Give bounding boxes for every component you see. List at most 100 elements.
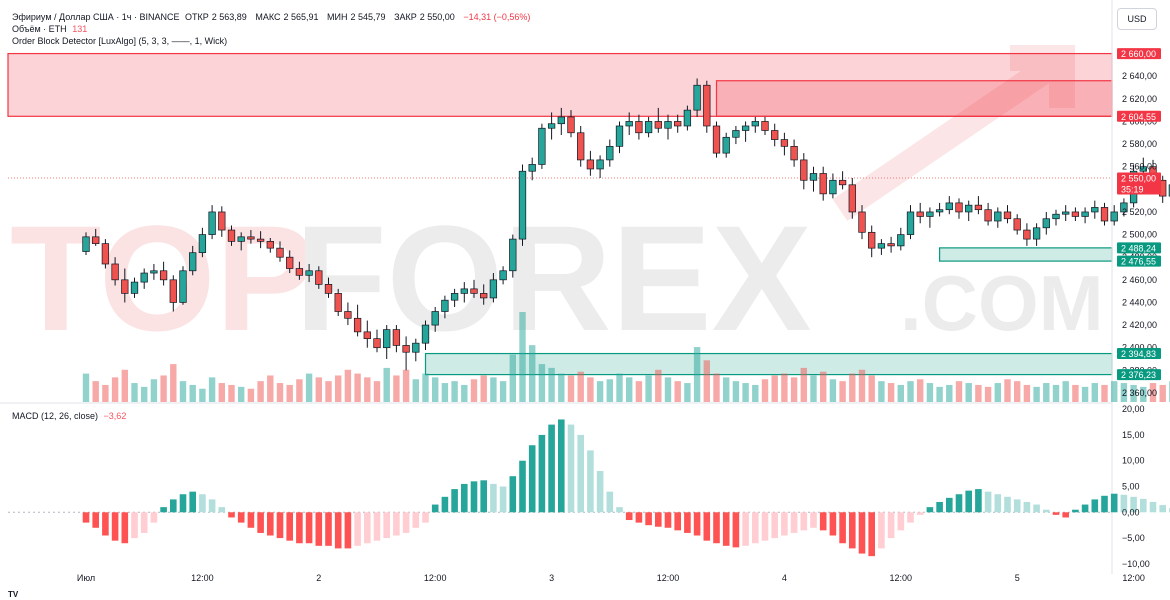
candle-body [353, 317, 362, 333]
candle-body [392, 329, 401, 346]
candle-body [518, 170, 527, 240]
volume-bar [208, 377, 216, 402]
macd-bar [926, 507, 934, 513]
candle-body [266, 241, 274, 249]
time-axis: 12:00Июл12:00212:00312:00412:00512:00612… [77, 573, 1145, 583]
price-label-text: 2 476,55 [1121, 257, 1156, 267]
macd-legend: MACD (12, 26, close) −3,62 [12, 411, 129, 422]
candle-body [334, 293, 342, 312]
macd-bar [286, 512, 293, 541]
candle-body [470, 288, 478, 294]
volume-bar [732, 381, 740, 402]
volume-legend: Объём · ETH 131 [12, 24, 90, 35]
macd-bar [849, 512, 856, 549]
macd-tick-label: 10,00 [1122, 456, 1145, 466]
price-label-badge [1117, 348, 1161, 360]
macd-bar [810, 512, 817, 528]
candle-body [150, 270, 158, 274]
volume-bar [664, 377, 672, 402]
volume-bar [975, 384, 982, 402]
volume-bar [1101, 384, 1108, 402]
candle-body [771, 130, 779, 140]
candle-body [625, 121, 633, 127]
candle-body [276, 247, 284, 258]
candle-body [965, 204, 973, 213]
candle-body [868, 231, 876, 249]
candle-body [412, 342, 420, 353]
volume-bar [286, 384, 293, 402]
candle-body [1013, 218, 1021, 231]
volume-bar [713, 373, 720, 402]
macd-bar [402, 512, 410, 533]
candle-body [509, 238, 517, 272]
volume-bar [1081, 386, 1089, 402]
macd-bar [596, 471, 604, 513]
price-label-badge [1117, 369, 1161, 381]
macd-bar [1023, 501, 1031, 513]
volume-bar [102, 384, 109, 402]
price-tick-label: 2 400,00 [1122, 343, 1157, 353]
macd-bar [907, 512, 914, 523]
volume-bar [596, 381, 604, 402]
macd-bar [160, 507, 167, 513]
macd-bar [722, 512, 730, 546]
watermark-arrow-shape [832, 45, 1075, 221]
volume-bar [344, 369, 352, 402]
volume-bar [626, 377, 633, 402]
time-tick-label: 12:00 [657, 573, 680, 583]
macd-bar [305, 512, 313, 544]
high-value: 2 565,91 [283, 12, 319, 22]
time-tick-label: 2 [316, 573, 321, 583]
time-tick-label: 4 [782, 573, 787, 583]
volume-bar [984, 386, 992, 402]
macd-bar [975, 489, 982, 513]
volume-bar [480, 375, 487, 402]
candle-body [198, 234, 207, 254]
low-value: 2 545,79 [350, 12, 386, 22]
price-tick-label: 2 580,00 [1122, 139, 1157, 149]
price-tick-label: 2 500,00 [1122, 230, 1157, 240]
volume-bar [1130, 384, 1137, 402]
volume-bar [325, 381, 332, 402]
candle-body [887, 243, 895, 247]
macd-bar [1033, 504, 1040, 513]
candle-body [402, 345, 410, 353]
macd-bar [1120, 494, 1128, 513]
price-tick-label: 2 420,00 [1122, 320, 1157, 330]
macd-bar [994, 494, 1002, 513]
volume-bar [752, 384, 759, 402]
candle-body [577, 132, 585, 161]
volume-bar [645, 375, 652, 402]
macd-bar [267, 512, 274, 536]
macd-bar [150, 512, 158, 523]
candle-body [712, 125, 721, 154]
price-label-text: 2 660,00 [1121, 49, 1156, 59]
candle-body [664, 121, 672, 129]
macd-bar [761, 512, 769, 541]
candle-body [441, 299, 449, 312]
macd-bar [509, 476, 517, 513]
price-label-text: 2 488,24 [1121, 243, 1156, 253]
volume-value: 131 [72, 24, 88, 34]
volume-bar [296, 379, 303, 402]
volume-bar [150, 379, 158, 402]
volume-bar [199, 388, 206, 402]
volume-bar [412, 379, 419, 402]
volume-bar [519, 312, 526, 402]
macd-value: −3,62 [103, 411, 127, 421]
macd-bar [781, 512, 788, 536]
candle-body [916, 211, 924, 217]
candle-body [761, 121, 769, 131]
currency-button[interactable]: USD [1117, 8, 1157, 30]
candle-body [315, 270, 323, 285]
volume-bar [781, 373, 788, 402]
macd-bar [1130, 496, 1137, 513]
candle-body [1120, 202, 1128, 213]
order-block-bullish-3 [424, 352, 1113, 376]
macd-bar [393, 512, 400, 536]
macd-bar [965, 490, 972, 513]
candle-body [1032, 227, 1041, 240]
indicator-label: Order Block Detector [LuxAlgo] (5, 3, 3,… [12, 36, 228, 46]
candle-body [809, 173, 818, 181]
